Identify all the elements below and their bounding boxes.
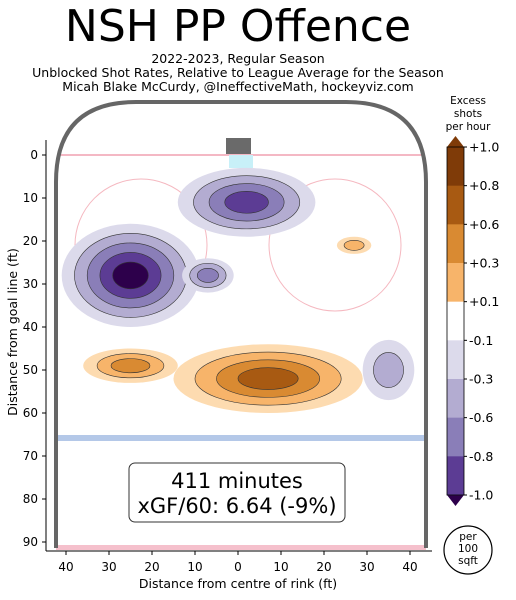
colorbar-label: +0.3 [469,256,499,271]
x-tick-label: 0 [234,560,242,574]
deficit-shot-region [182,258,234,293]
per-sqft-line-3: sqft [458,555,478,567]
excess-shot-region [336,236,372,254]
colorbar-title-line-2: shots [454,108,482,120]
colorbar-band [447,417,464,457]
colorbar-band [447,185,464,225]
blue-line [56,435,426,441]
colorbar-band [447,263,464,303]
colorbar-label: -1.0 [469,488,493,503]
colorbar-label: +0.8 [469,178,499,193]
colorbar-band [447,340,464,380]
faceoff-circle-right [268,178,402,312]
colorbar-label: +0.6 [469,217,499,232]
chart-title: NSH PP Offence [64,1,412,52]
chart-subtitle-season: 2022-2023, Regular Season [151,51,325,66]
y-tick-label: 80 [23,492,38,506]
deficit-shot-region [177,167,316,237]
colorbar-band [447,301,464,341]
colorbar-frame [446,146,465,496]
colorbar-label: +0.1 [469,294,499,309]
colorbar-band [447,224,464,264]
y-tick-label: 90 [23,535,38,549]
x-tick-label: 30 [359,560,374,574]
contour-band [112,261,149,290]
chart-subtitle-description: Unblocked Shot Rates, Relative to League… [32,65,444,80]
y-tick-label: 0 [30,148,38,162]
contour-band [110,358,151,374]
colorbar-label: -0.8 [469,449,493,464]
excess-shot-region [173,344,363,413]
colorbar-band [447,379,464,419]
colorbar-min-arrow [447,495,464,506]
per-sqft-line-2: 100 [458,543,478,555]
y-tick-label: 70 [23,449,38,463]
colorbar-label: -0.3 [469,372,493,387]
deficit-shot-region [362,339,415,401]
summary-minutes: 411 minutes [171,469,303,493]
centre-line [56,545,426,550]
x-tick-label: 10 [273,560,288,574]
x-tick-label: 20 [316,560,331,574]
y-tick-label: 50 [23,363,38,377]
x-tick-label: 20 [144,560,159,574]
colorbar-title-line-3: per hour [446,121,492,133]
y-axis-label: Distance from goal line (ft) [5,248,20,416]
summary-box-frame [128,462,346,523]
per-sqft-line-1: per [459,531,477,543]
contour-band [224,191,269,214]
goal-net [226,138,251,154]
y-tick-label: 10 [23,191,38,205]
x-tick-label: 30 [101,560,116,574]
chart-subtitle-author: Micah Blake McCurdy, @IneffectiveMath, h… [62,79,414,94]
contour-band [373,352,404,388]
x-tick-label: 40 [58,560,73,574]
x-tick-label: 40 [402,560,417,574]
contour-band [196,268,219,283]
y-tick-label: 40 [23,320,38,334]
summary-xgf: xGF/60: 6.64 (-9%) [137,494,336,518]
colorbar-max-arrow [447,136,464,147]
contour-band [343,239,365,251]
summary-box: 411 minutes xGF/60: 6.64 (-9%) [128,462,346,523]
colorbar-band [447,147,464,187]
per-sqft-badge: per 100 sqft [443,525,493,575]
y-axis: 0 10 20 30 40 50 60 70 80 90 [23,140,47,551]
excess-shot-region [83,348,178,383]
y-tick-label: 60 [23,406,38,420]
y-tick-label: 30 [23,277,38,291]
y-tick-label: 20 [23,234,38,248]
goal-crease [229,155,253,168]
colorbar-label: -0.6 [469,410,493,425]
x-axis-label: Distance from centre of rink (ft) [139,576,337,591]
x-tick-label: 10 [187,560,202,574]
deficit-shot-region [61,223,200,327]
per-sqft-badge-circle [443,525,493,575]
colorbar-label: -0.1 [469,333,493,348]
colorbar-label: +1.0 [469,140,499,155]
colorbar-title-line-1: Excess [450,95,486,107]
rink-boards [54,100,428,548]
heatmap-contours [61,167,415,413]
contour-band [237,367,299,390]
colorbar: Excess shots per hour +1.0 +0.8 +0.6 +0.3 +0… [446,95,499,506]
x-axis: 40 30 20 10 0 10 20 30 40 [46,550,432,574]
colorbar-band [447,456,464,496]
rink [56,102,426,550]
